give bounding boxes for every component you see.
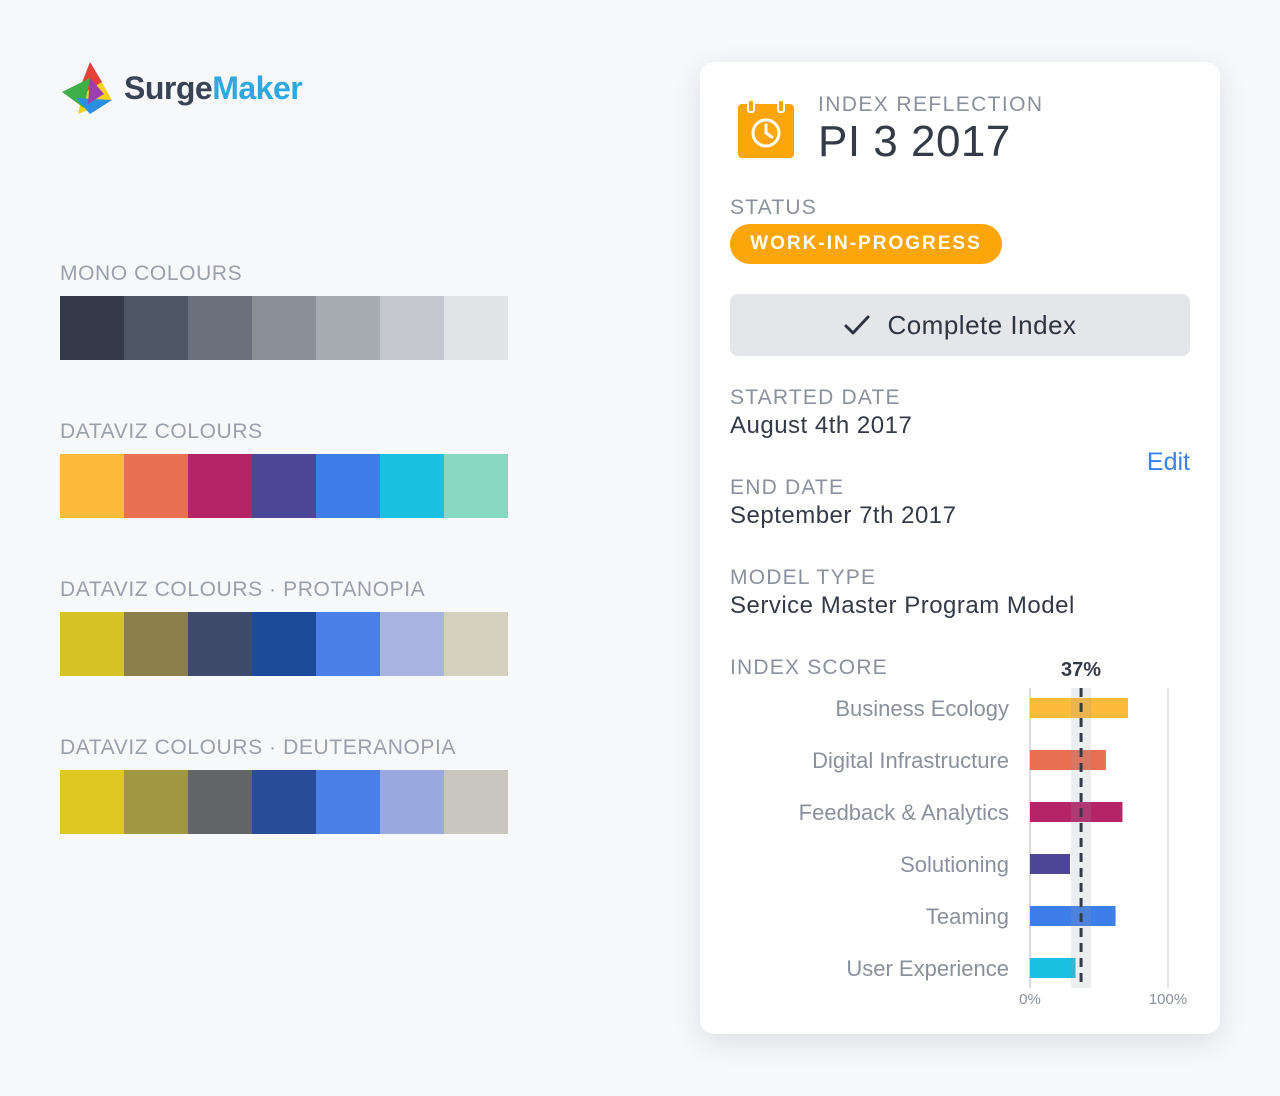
started-date-label: STARTED DATE	[730, 386, 901, 409]
palette-group: MONO COLOURS	[60, 262, 508, 360]
color-swatch	[444, 770, 508, 834]
palette-title: DATAVIZ COLOURS	[60, 420, 263, 443]
chart-category-label: Feedback & Analytics	[799, 800, 1009, 825]
checkmark-icon	[844, 315, 870, 335]
color-swatch	[380, 612, 444, 676]
chart-bar	[1030, 698, 1128, 718]
brand-name-part1: Surge	[124, 69, 213, 106]
chart-bar	[1030, 906, 1116, 926]
color-swatch	[380, 770, 444, 834]
color-swatch	[252, 296, 316, 360]
complete-index-label: Complete Index	[887, 309, 1077, 340]
brand-logo: SurgeMaker	[60, 60, 303, 116]
color-swatch	[60, 770, 124, 834]
palette-title: MONO COLOURS	[60, 262, 243, 285]
brand-name: SurgeMaker	[124, 69, 303, 107]
swatch-row	[60, 454, 508, 518]
chart-category-label: Teaming	[926, 904, 1009, 929]
swatch-row	[60, 612, 508, 676]
chart-bar	[1030, 854, 1071, 874]
color-swatch	[188, 296, 252, 360]
palette-group: DATAVIZ COLOURS · PROTANOPIA	[60, 578, 508, 676]
end-date-value: September 7th 2017	[730, 502, 957, 529]
swatch-row	[60, 296, 508, 360]
color-swatch	[380, 296, 444, 360]
color-swatch	[444, 612, 508, 676]
color-swatch	[252, 454, 316, 518]
color-swatch	[188, 612, 252, 676]
chart-tick-label: 100%	[1149, 991, 1187, 1008]
color-swatch	[124, 296, 188, 360]
edit-dates-link[interactable]: Edit	[1146, 448, 1190, 476]
color-swatch	[124, 770, 188, 834]
palette-group: DATAVIZ COLOURS	[60, 420, 508, 518]
card-kicker: INDEX REFLECTION	[818, 93, 1044, 116]
color-swatch	[252, 612, 316, 676]
color-swatch	[124, 612, 188, 676]
brand-name-part2: Maker	[212, 69, 303, 106]
chart-reference-label: 37%	[1061, 659, 1101, 681]
color-swatch	[60, 454, 124, 518]
color-swatch	[60, 296, 124, 360]
status-label: STATUS	[730, 196, 817, 219]
end-date-label: END DATE	[730, 476, 845, 499]
chart-bar	[1030, 750, 1106, 770]
index-score-label: INDEX SCORE	[730, 656, 888, 679]
card-title: PI 3 2017	[818, 117, 1011, 166]
color-swatch	[252, 770, 316, 834]
index-reflection-card: INDEX REFLECTION PI 3 2017 STATUS WORK-I…	[700, 62, 1220, 1034]
color-swatch	[316, 296, 380, 360]
palette-group: DATAVIZ COLOURS · DEUTERANOPIA	[60, 736, 508, 834]
swatch-row	[60, 770, 508, 834]
calendar-clock-icon	[738, 100, 794, 158]
chart-category-label: Business Ecology	[835, 696, 1009, 721]
color-swatch	[316, 770, 380, 834]
color-swatch	[444, 454, 508, 518]
status-badge: WORK-IN-PROGRESS	[730, 224, 1002, 264]
color-swatch	[316, 612, 380, 676]
color-swatch	[444, 296, 508, 360]
palette-title: DATAVIZ COLOURS · PROTANOPIA	[60, 578, 426, 601]
index-score-chart: Business Ecology Digital Infrastructure Fe…	[799, 659, 1188, 1008]
model-type-value: Service Master Program Model	[730, 592, 1075, 619]
palette-title: DATAVIZ COLOURS · DEUTERANOPIA	[60, 736, 457, 759]
model-type-label: MODEL TYPE	[730, 566, 877, 589]
color-swatch	[124, 454, 188, 518]
color-swatch	[60, 612, 124, 676]
complete-index-button[interactable]: Complete Index	[730, 294, 1190, 356]
started-date-value: August 4th 2017	[730, 412, 913, 439]
surgemaker-logo-icon	[62, 62, 112, 114]
chart-bar	[1030, 802, 1123, 822]
chart-category-label: User Experience	[846, 956, 1009, 981]
color-swatch	[188, 770, 252, 834]
chart-category-label: Digital Infrastructure	[812, 748, 1009, 773]
color-swatch	[188, 454, 252, 518]
chart-tick-label: 0%	[1019, 991, 1041, 1008]
color-swatch	[380, 454, 444, 518]
chart-category-label: Solutioning	[900, 852, 1009, 877]
chart-bar	[1030, 958, 1076, 978]
color-swatch	[316, 454, 380, 518]
